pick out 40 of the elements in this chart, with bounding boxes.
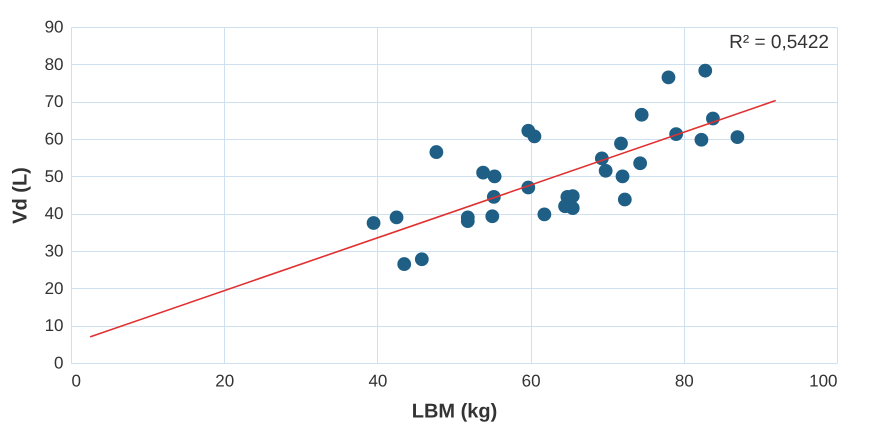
x-tick-label: 0 xyxy=(72,372,81,390)
point xyxy=(634,108,649,122)
y-tick-label: 0 xyxy=(54,354,64,372)
point xyxy=(414,252,429,266)
x-axis-title: LBM (kg) xyxy=(412,400,498,422)
x-tick-label: 100 xyxy=(809,372,838,390)
point xyxy=(476,166,490,180)
y-axis-title: Vd (L) xyxy=(10,167,32,224)
y-tick-label: 60 xyxy=(44,130,64,148)
point xyxy=(730,130,744,144)
point xyxy=(485,209,500,224)
point xyxy=(698,64,712,78)
y-tick-label: 70 xyxy=(44,92,64,112)
x-tick-label: 60 xyxy=(522,372,541,390)
point xyxy=(429,145,444,159)
point xyxy=(366,216,380,230)
y-tick-label: 10 xyxy=(44,316,64,336)
point xyxy=(390,210,404,224)
y-tick-label: 20 xyxy=(44,278,64,298)
point xyxy=(662,70,676,84)
point xyxy=(694,132,708,147)
point xyxy=(616,169,630,184)
y-tick-label: 30 xyxy=(44,242,64,260)
x-tick-label: 20 xyxy=(215,372,234,390)
point xyxy=(633,156,648,170)
point xyxy=(528,130,542,144)
point xyxy=(566,201,580,215)
x-tick-label: 80 xyxy=(674,372,694,390)
y-tick-label: 50 xyxy=(44,166,64,186)
point xyxy=(488,169,502,184)
x-tick-label: 40 xyxy=(368,372,388,390)
point xyxy=(618,192,632,206)
point xyxy=(598,164,613,178)
point xyxy=(614,136,628,150)
y-tick-label: 90 xyxy=(44,18,64,36)
y-tick-label: 80 xyxy=(44,54,64,74)
point xyxy=(537,208,552,222)
y-tick-label: 40 xyxy=(44,204,64,224)
annotation: R² = 0,5422 xyxy=(729,32,829,53)
point xyxy=(397,257,412,271)
